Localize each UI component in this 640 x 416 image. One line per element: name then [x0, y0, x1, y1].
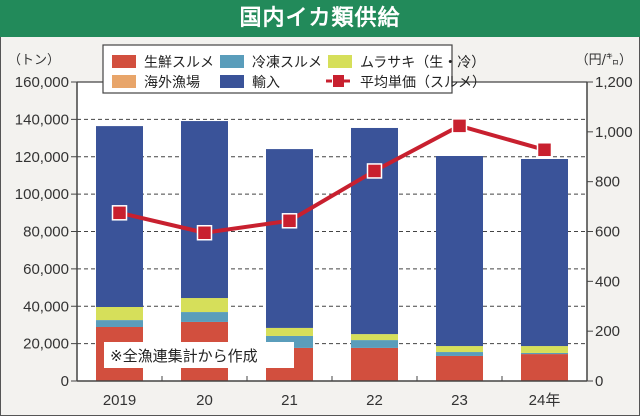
bar-segment	[181, 121, 228, 299]
bar-segment	[96, 306, 143, 321]
bar-segment	[181, 312, 228, 322]
bar-segment	[436, 346, 483, 353]
legend-label: ムラサキ（生・冷）	[360, 55, 485, 71]
bar-segment	[181, 298, 228, 313]
legend-swatch	[220, 55, 244, 68]
left-tick-label: 80,000	[23, 224, 69, 241]
legend-label: 輸入	[252, 75, 280, 91]
price-point	[196, 224, 213, 241]
right-tick-label: 200	[595, 323, 620, 340]
left-tick-label: 60,000	[23, 261, 69, 278]
bar-segment	[521, 354, 568, 381]
price-point	[536, 142, 553, 158]
legend-swatch	[112, 75, 136, 88]
bar-segment	[96, 320, 143, 327]
x-tick-label: 20	[196, 392, 213, 409]
bar-segment	[521, 158, 568, 347]
source-note: ※全漁連集計から作成	[104, 342, 294, 368]
legend-label: 生鮮スルメ	[144, 55, 214, 71]
right-unit-label: （円/㌔）	[576, 53, 632, 68]
price-point	[451, 118, 468, 134]
left-tick-label: 120,000	[15, 149, 69, 166]
x-tick-label: 22	[366, 392, 383, 409]
bar-segment	[266, 335, 313, 348]
right-tick-label: 400	[595, 273, 620, 290]
x-tick-label: 24年	[529, 392, 561, 409]
left-tick-label: 100,000	[15, 186, 69, 203]
chart-title: 国内イカ類供給	[0, 0, 640, 37]
x-tick-label: 2019	[103, 392, 136, 409]
left-tick-label: 140,000	[15, 111, 69, 128]
axis-labels: 0 20,000 40,000 60,000 80,000 100,000 120,000 1…	[8, 53, 633, 409]
legend-box	[102, 44, 453, 94]
gridlines	[77, 82, 587, 381]
bar-segment	[436, 156, 483, 347]
legend-label: 平均単価（スルメ）	[360, 75, 486, 91]
price-point	[281, 213, 298, 229]
legend-label: 海外漁場	[144, 75, 200, 91]
bar-segment	[351, 127, 398, 335]
bar-segment	[266, 149, 313, 328]
legend-swatch	[112, 55, 136, 68]
right-tick-label: 1,200	[595, 74, 633, 91]
right-tick-label: 0	[595, 373, 603, 390]
legend-swatch	[220, 75, 244, 88]
x-tick-label: 21	[281, 392, 298, 409]
left-tick-label: 0	[61, 373, 69, 390]
x-tick-label: 23	[451, 392, 468, 409]
price-line-path	[119, 123, 546, 235]
left-tick-label: 20,000	[23, 336, 69, 353]
legend: 生鮮スルメ 冷凍スルメ ムラサキ（生・冷） 海外漁場 輸入 平均単価（スルメ）	[102, 44, 486, 94]
bar-segment	[436, 352, 483, 356]
legend-swatch	[328, 55, 352, 68]
price-line	[111, 118, 553, 241]
price-point	[111, 205, 128, 221]
left-tick-label: 40,000	[23, 298, 69, 315]
right-tick-label: 600	[595, 224, 620, 241]
source-note-text: ※全漁連集計から作成	[110, 347, 258, 365]
bar-segment	[351, 334, 398, 341]
left-tick-label: 160,000	[15, 74, 69, 91]
bar-segment	[521, 346, 568, 353]
bar-segment	[351, 347, 398, 381]
bar-segment	[436, 355, 483, 381]
left-unit-label: （トン）	[8, 53, 60, 68]
bar-segment	[351, 340, 398, 348]
bar-segment	[266, 327, 313, 336]
price-point	[366, 163, 383, 179]
bar-segment	[521, 352, 568, 355]
right-tick-label: 800	[595, 174, 620, 191]
source-note-bg	[104, 342, 294, 368]
legend-label: 冷凍スルメ	[252, 55, 322, 71]
right-tick-label: 1,000	[595, 124, 633, 141]
legend-swatch-marker	[333, 75, 344, 87]
